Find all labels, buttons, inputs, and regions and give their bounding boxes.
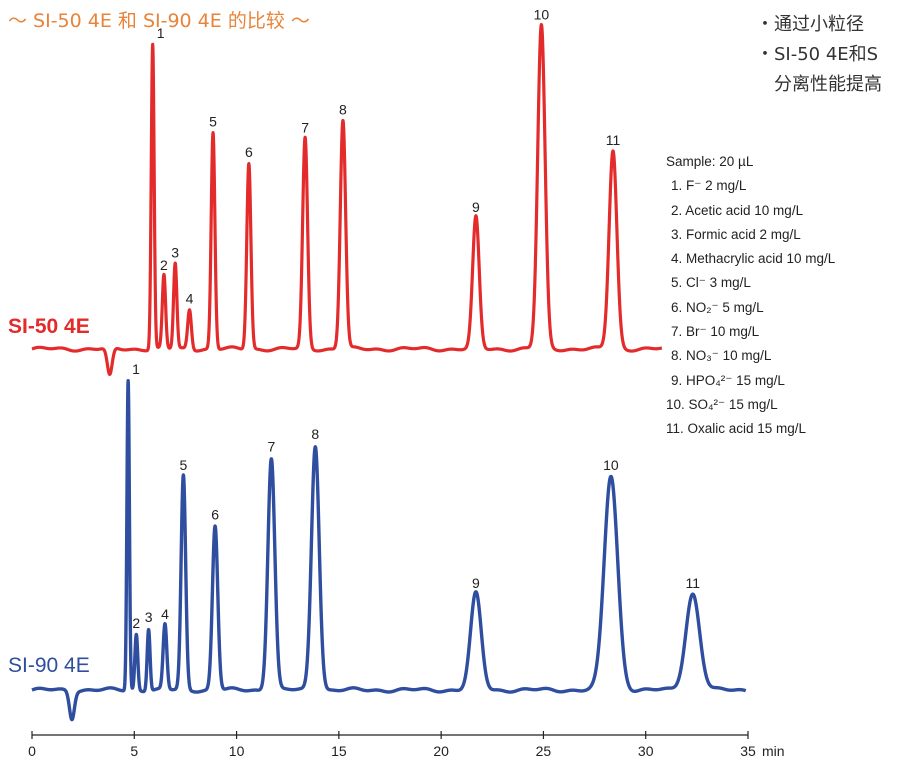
- chart-title: ～ SI-50 4E 和 SI-90 4E 的比较 ～: [8, 10, 310, 32]
- x-tick-label-15: 15: [331, 743, 347, 759]
- peak-label-si90-5: 5: [179, 457, 187, 473]
- x-tick-label-0: 0: [28, 743, 36, 759]
- peak-label-si90-2: 2: [132, 615, 140, 631]
- series-label-si90: SI-90 4E: [8, 654, 90, 677]
- legend-item-11: 11. Oxalic acid 15 mg/L: [666, 421, 807, 437]
- peak-label-si90-11: 11: [685, 575, 700, 591]
- series-label-si50: SI-50 4E: [8, 315, 90, 338]
- bullet-line-1: ・通过小粒径: [756, 14, 864, 35]
- legend-item-5: 5. Cl⁻ 3 mg/L: [671, 275, 751, 291]
- peak-label-si90-9: 9: [472, 575, 480, 591]
- legend-item-8: 8. NO₃⁻ 10 mg/L: [671, 348, 772, 364]
- peak-label-si90-8: 8: [311, 426, 319, 442]
- x-tick-label-30: 30: [638, 743, 654, 759]
- peak-label-si90-10: 10: [603, 457, 619, 473]
- bullet-line-2: ・SI-50 4E和S: [756, 44, 879, 65]
- trace-si90: [30, 379, 748, 722]
- peak-label-si90-4: 4: [161, 606, 169, 622]
- legend-item-10: 10. SO₄²⁻ 15 mg/L: [666, 396, 778, 412]
- peak-label-si50-3: 3: [171, 245, 179, 261]
- legend-item-1: 1. F⁻ 2 mg/L: [671, 178, 747, 194]
- peak-label-si90-3: 3: [145, 609, 153, 625]
- legend-item-6: 6. NO₂⁻ 5 mg/L: [671, 299, 764, 315]
- peak-label-si90-1: 1: [132, 361, 140, 377]
- legend-item-4: 4. Methacrylic acid 10 mg/L: [671, 251, 836, 267]
- legend-item-7: 7. Br⁻ 10 mg/L: [671, 324, 760, 340]
- legend-header: Sample: 20 µL: [666, 154, 754, 169]
- legend-item-2: 2. Acetic acid 10 mg/L: [671, 202, 804, 218]
- x-tick-label-10: 10: [229, 743, 245, 759]
- peak-label-si50-1: 1: [157, 25, 165, 41]
- x-tick-label-35: 35: [740, 743, 756, 759]
- bullet-notes: ・通过小粒径 ・SI-50 4E和S 分离性能提高: [756, 10, 882, 100]
- peak-label-si50-4: 4: [186, 290, 194, 306]
- sample-legend: Sample: 20 µL 1. F⁻ 2 mg/L 2. Acetic aci…: [666, 150, 835, 442]
- peak-label-si50-10: 10: [534, 7, 550, 23]
- x-tick-label-5: 5: [130, 743, 138, 759]
- peak-label-si50-8: 8: [339, 101, 347, 117]
- x-tick-label-25: 25: [536, 743, 552, 759]
- peak-label-si50-11: 11: [606, 132, 621, 148]
- legend-item-9: 9. HPO₄²⁻ 15 mg/L: [671, 372, 785, 388]
- peak-label-si90-7: 7: [267, 439, 275, 455]
- peak-label-si50-9: 9: [472, 199, 480, 215]
- peak-label-si50-5: 5: [209, 113, 217, 129]
- peak-label-si50-7: 7: [301, 120, 309, 136]
- bullet-line-3: 分离性能提高: [774, 74, 882, 95]
- x-axis-unit: min: [762, 743, 785, 759]
- x-tick-label-20: 20: [433, 743, 449, 759]
- trace-si50: [30, 22, 664, 376]
- legend-item-3: 3. Formic acid 2 mg/L: [671, 226, 801, 242]
- peak-label-si50-2: 2: [160, 257, 168, 273]
- peak-label-si50-6: 6: [245, 144, 253, 160]
- peak-label-si90-6: 6: [211, 507, 219, 523]
